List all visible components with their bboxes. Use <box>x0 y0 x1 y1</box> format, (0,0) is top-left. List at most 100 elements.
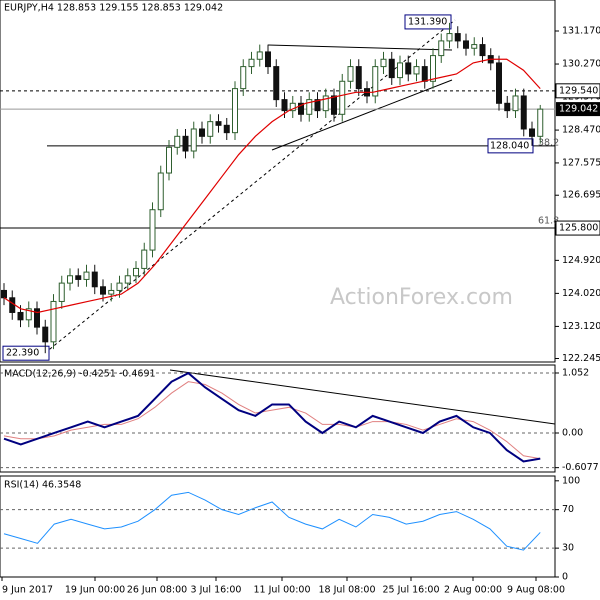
candle-body <box>50 300 57 343</box>
candle-body <box>182 135 189 152</box>
x-tick-label: 18 Jul 08:00 <box>319 585 376 596</box>
candle-body <box>190 128 197 152</box>
trend-line <box>271 79 453 151</box>
candle-body <box>25 308 32 321</box>
candle-body <box>372 66 379 97</box>
indicator-line <box>3 491 541 551</box>
y-tick-label: 124.920 <box>562 255 600 266</box>
candle-body <box>529 128 535 137</box>
trend-line <box>44 19 456 354</box>
level-box <box>487 138 534 154</box>
indicator-line <box>3 381 541 460</box>
candle-body <box>281 99 288 112</box>
x-tick-label: 2 Aug 00:00 <box>444 585 502 596</box>
candle-body <box>116 282 123 291</box>
candle-body <box>289 102 296 112</box>
candle-body <box>306 99 313 115</box>
candle-body <box>1 289 7 299</box>
candle-body <box>17 311 24 321</box>
trend-line <box>169 369 556 425</box>
level-box <box>555 83 600 99</box>
candle-body <box>298 102 304 115</box>
main-panel <box>0 0 556 363</box>
y-tick-label: 70 <box>562 504 574 515</box>
y-tick-label: 0.00 <box>562 427 583 438</box>
candle-body <box>438 40 445 57</box>
candle-body <box>347 66 354 82</box>
candle-body <box>149 209 156 251</box>
level-label: 128.040 <box>490 140 529 151</box>
candle-body <box>454 33 461 42</box>
candle-body <box>223 124 230 134</box>
rsi-panel <box>0 475 556 578</box>
x-tick-label: 9 Aug 08:00 <box>507 585 565 596</box>
candle-body <box>67 275 73 284</box>
candle-body <box>100 286 106 295</box>
candle-body <box>273 66 280 101</box>
macd-panel <box>0 364 556 473</box>
y-tick-label: 131.170 <box>562 26 600 37</box>
candle-body <box>446 33 453 42</box>
level-label: 125.800 <box>559 223 598 234</box>
x-tick-label: 26 Jun 08:00 <box>127 585 187 596</box>
extreme-box <box>2 345 50 361</box>
candle-body <box>388 58 395 79</box>
x-tick-label: 3 Jul 16:00 <box>191 585 242 596</box>
candle-body <box>339 80 346 115</box>
extreme-box <box>404 14 452 30</box>
y-tick-label: 128.470 <box>562 125 600 136</box>
extreme-label: 22.390 <box>6 348 39 359</box>
candle-body <box>512 95 519 112</box>
candle-body <box>157 172 164 211</box>
candle-body <box>405 62 412 75</box>
candle-body <box>58 282 65 302</box>
y-tick-label: 123.120 <box>562 321 600 332</box>
candle-body <box>108 289 115 295</box>
candle-body <box>265 51 271 68</box>
y-tick-label: 122.245 <box>562 353 600 364</box>
candle-body <box>537 108 544 137</box>
candle-body <box>314 99 321 112</box>
candle-body <box>471 44 478 49</box>
candle-body <box>355 66 362 90</box>
y-tick-label: 124.020 <box>562 288 600 299</box>
y-tick-label: 126.695 <box>562 190 600 201</box>
candle-body <box>232 88 238 134</box>
candle-body <box>322 95 329 112</box>
candle-body <box>331 95 337 115</box>
fib-label: 38.2 <box>538 138 559 149</box>
rsi-title: RSI(14) 46.3548 <box>4 480 81 491</box>
candle-body <box>34 308 40 328</box>
candle-body <box>256 51 263 60</box>
indicator-line <box>3 371 541 463</box>
candle-body <box>479 44 486 57</box>
current-box <box>556 102 600 117</box>
current-label: 129.042 <box>559 104 598 115</box>
candle-body <box>397 62 403 79</box>
y-tick-label: 0 <box>562 572 568 583</box>
extreme-label: 131.390 <box>408 16 447 27</box>
x-tick-label: 25 Jul 16:00 <box>383 585 440 596</box>
x-tick-label: 11 Jul 00:00 <box>254 585 311 596</box>
candle-body <box>496 62 502 104</box>
candle-body <box>91 271 98 288</box>
candle-body <box>133 267 139 277</box>
candle-body <box>75 275 82 280</box>
candle-body <box>199 128 205 137</box>
candle-body <box>174 135 181 148</box>
y-tick-label: 100 <box>562 475 580 486</box>
candle-body <box>9 297 16 313</box>
watermark: ActionForex.com <box>330 285 513 310</box>
candle-body <box>124 275 131 284</box>
y-tick-label: 30 <box>562 543 574 554</box>
candle-body <box>413 66 420 75</box>
y-tick-label: -0.6077 <box>562 462 599 473</box>
candle-body <box>83 271 90 280</box>
candle-body <box>141 249 148 269</box>
candle-body <box>421 66 428 82</box>
candle-body <box>42 326 49 343</box>
x-tick-label: 19 Jun 00:00 <box>65 585 125 596</box>
candle-body <box>380 58 387 68</box>
trend-line <box>267 44 453 51</box>
